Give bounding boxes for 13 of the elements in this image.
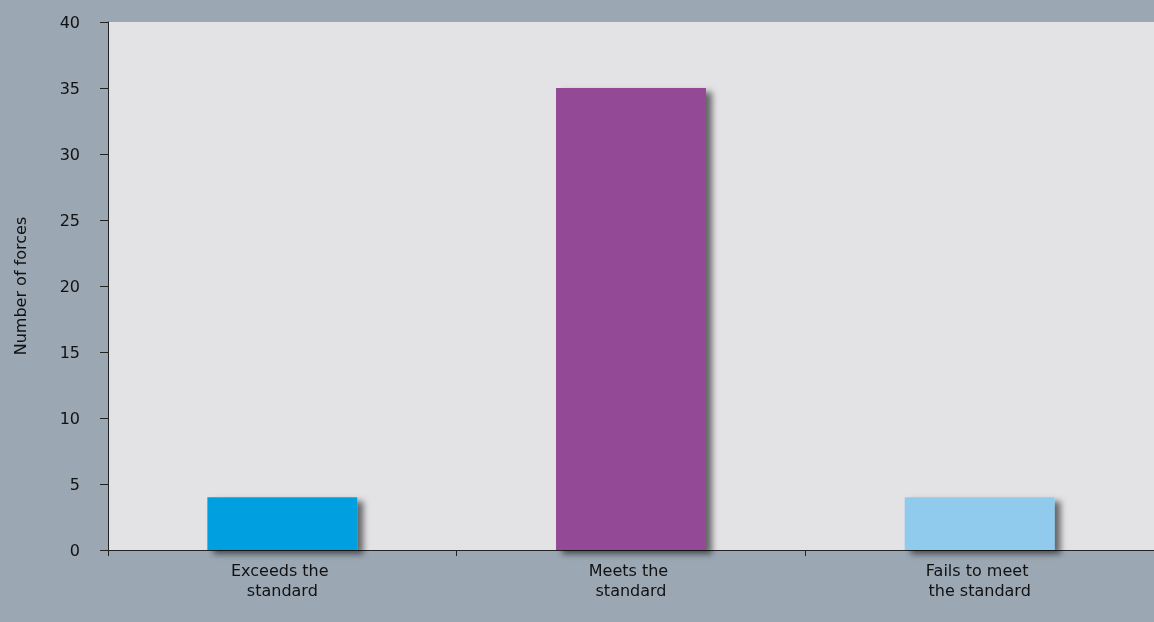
x-tick-label: Meets the standard xyxy=(588,560,674,600)
y-axis-title: Number of forces xyxy=(10,216,30,356)
y-tick-label: 10 xyxy=(59,408,80,428)
y-tick-label: 35 xyxy=(59,78,80,98)
y-tick-label: 40 xyxy=(59,12,80,32)
y-tick-label: 20 xyxy=(59,276,80,296)
y-tick-label: 0 xyxy=(69,540,80,560)
x-tick-label: Fails to meet the standard xyxy=(925,560,1034,600)
y-tick-label: 15 xyxy=(59,342,80,362)
y-tick-label: 5 xyxy=(69,474,80,494)
x-tick-label: Exceeds the standard xyxy=(230,560,334,600)
y-tick-label: 30 xyxy=(59,144,80,164)
y-tick-label: 25 xyxy=(59,210,80,230)
